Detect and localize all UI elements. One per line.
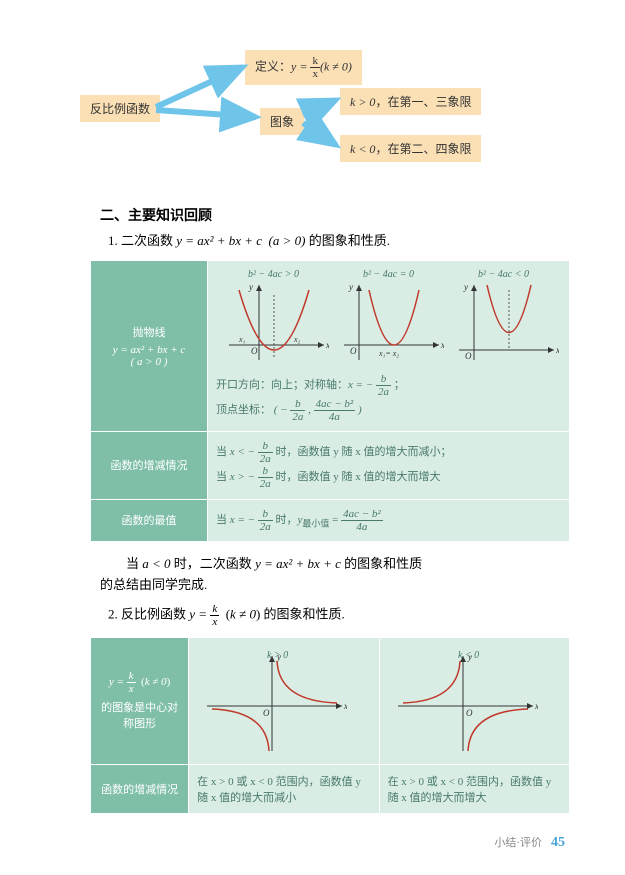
props-vertex: 顶点坐标： [216,404,271,416]
svg-text:y: y [463,282,468,292]
t2-row2-col1: 在 x > 0 或 x < 0 范围内，函数值 y 随 x 值的增大而减小 [189,764,379,813]
t1-row2-content: 当 x < − b2a 时，函数值 y 随 x 值的增大而减小； 当 x > −… [208,432,570,499]
r2l1p: 当 [216,446,230,458]
item1-prefix: 1. 二次函数 [108,233,176,248]
t1-row1-label: 抛物线 y = ax² + bx + c ( a > 0 ) [91,260,208,431]
t1-row3-content: 当 x = − b2a 时，y最小值 = 4ac − b²4a [208,499,570,541]
t2-row1-label: y = kx (k ≠ 0) 的图象是中心对称图形 [91,637,189,764]
svg-text:x: x [534,701,538,711]
t2-col2-graph: k < 0 x y O [379,637,569,764]
parabola-no-root: b² − 4ac < 0 x y O [449,269,559,365]
t1-r1l1: 抛物线 [99,324,199,340]
r2l2q: 时，函数值 y 随 x 值的增大而增大 [273,471,441,483]
section-title: 二、主要知识回顾 [100,205,575,225]
item1-text: 1. 二次函数 y = ax² + bx + c (a > 0) 的图象和性质. [108,231,575,252]
t1-row2-label: 函数的增减情况 [91,432,208,499]
note-text: 当 a < 0 时，二次函数 y = ax² + bx + c 的图象和性质的总… [100,554,575,596]
svg-text:x: x [440,340,444,350]
svg-text:O: O [465,351,472,361]
concept-diagram: 反比例函数 定义：y = kx(k ≠ 0) 图象 k > 0，在第一、三象限 … [80,40,575,190]
branch-pos-box: k > 0，在第一、三象限 [340,88,481,115]
t2-row2-col2: 在 x > 0 或 x < 0 范围内，函数值 y 随 x 值的增大而增大 [379,764,569,813]
disc-neg: b² − 4ac < 0 [449,269,559,280]
r3p: 当 [216,514,230,526]
svg-text:x: x [343,701,347,711]
parabola-one-root: b² − 4ac = 0 x y O x₁= x₂ [334,269,444,365]
svg-text:x₁: x₁ [238,335,246,344]
svg-text:y: y [348,282,353,292]
r2l1q: 时，函数值 y 随 x 值的增大而减小； [273,446,452,458]
svg-text:O: O [466,708,473,718]
r3m: 时， [273,514,298,526]
svg-text:O: O [350,346,357,356]
page-footer: 小结·评价 45 [80,834,575,851]
inverse-table: y = kx (k ≠ 0) 的图象是中心对称图形 k > 0 x y O [90,637,570,814]
svg-text:x₂: x₂ [293,335,301,344]
t1-row3-label: 函数的最值 [91,499,208,541]
t1-row1-content: b² − 4ac > 0 x y O x₁ x₂ [208,260,570,431]
svg-text:x: x [555,345,559,355]
svg-text:y: y [467,652,472,662]
parabola-two-roots: b² − 4ac > 0 x y O x₁ x₂ [219,269,329,365]
t2r1l2: 的图象是中心对称图形 [99,699,180,731]
r2l2p: 当 [216,471,230,483]
svg-text:y: y [248,282,253,292]
disc-zero: b² − 4ac = 0 [334,269,444,280]
arrows-svg [148,55,348,175]
svg-text:x₁= x₂: x₁= x₂ [378,349,399,358]
svg-text:x: x [325,340,329,350]
footer-label: 小结·评价 [494,837,542,849]
svg-text:O: O [263,708,270,718]
page-number: 45 [551,835,565,850]
t2-row2-label: 函数的增减情况 [91,764,189,813]
item2-text: 2. 反比例函数 y = kx (k ≠ 0) 的图象和性质. [108,603,575,628]
t2-col1-graph: k > 0 x y O [189,637,379,764]
disc-pos: b² − 4ac > 0 [219,269,329,280]
svg-text:O: O [251,346,258,356]
props-open: 开口方向：向上；对称轴： [216,379,348,391]
svg-text:y: y [276,652,281,662]
branch-neg-box: k < 0，在第二、四象限 [340,135,481,162]
quadratic-table: 抛物线 y = ax² + bx + c ( a > 0 ) b² − 4ac … [90,260,570,542]
